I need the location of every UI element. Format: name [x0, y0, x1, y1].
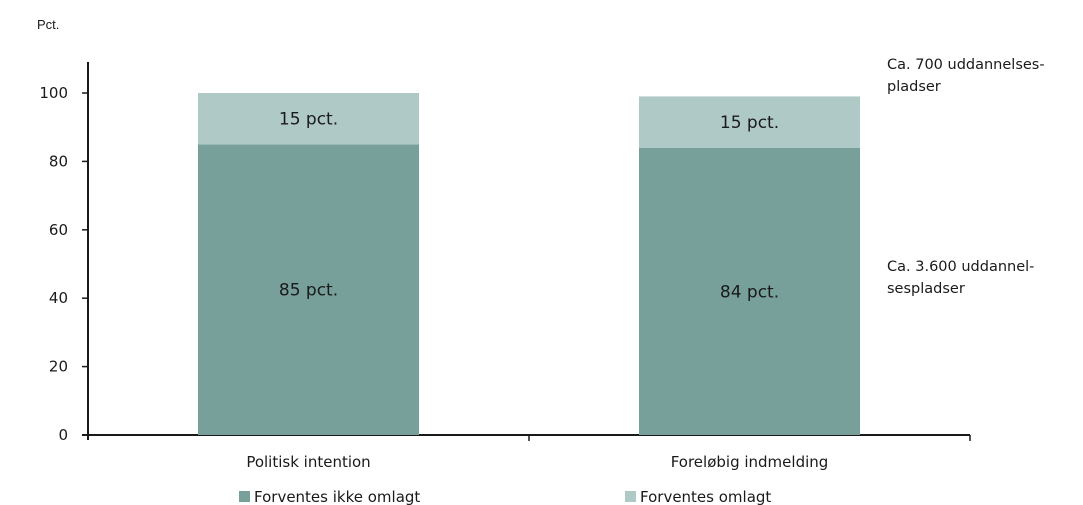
annotation-text: Ca. 700 uddannelses- — [887, 57, 1045, 73]
bar-segment — [198, 93, 419, 145]
annotation-text: pladser — [887, 79, 941, 95]
y-tick-label: 20 — [49, 358, 68, 376]
bar-segment — [639, 147, 860, 435]
data-label: 85 pct. — [279, 281, 338, 301]
y-axis-label: Pct. — [37, 17, 59, 32]
y-tick-label: 100 — [39, 84, 68, 102]
bar-segment — [198, 144, 419, 436]
annotation-text: sespladser — [887, 281, 965, 297]
y-tick-label: 60 — [49, 221, 68, 239]
data-label: 84 pct. — [720, 282, 779, 302]
legend-swatch — [239, 491, 250, 502]
legend-swatch — [625, 491, 636, 502]
x-category-label: Foreløbig indmelding — [671, 453, 829, 471]
legend-label: Forventes omlagt — [640, 488, 771, 505]
annotation-text: Ca. 3.600 uddannel- — [887, 259, 1034, 275]
y-tick-label: 80 — [49, 152, 68, 170]
data-label: 15 pct. — [279, 110, 338, 130]
x-category-label: Politisk intention — [246, 453, 370, 471]
y-tick-label: 40 — [49, 289, 68, 307]
bar-segment — [639, 96, 860, 148]
data-label: 15 pct. — [720, 113, 779, 133]
y-tick-label: 0 — [58, 426, 68, 444]
legend-label: Forventes ikke omlagt — [254, 488, 420, 505]
